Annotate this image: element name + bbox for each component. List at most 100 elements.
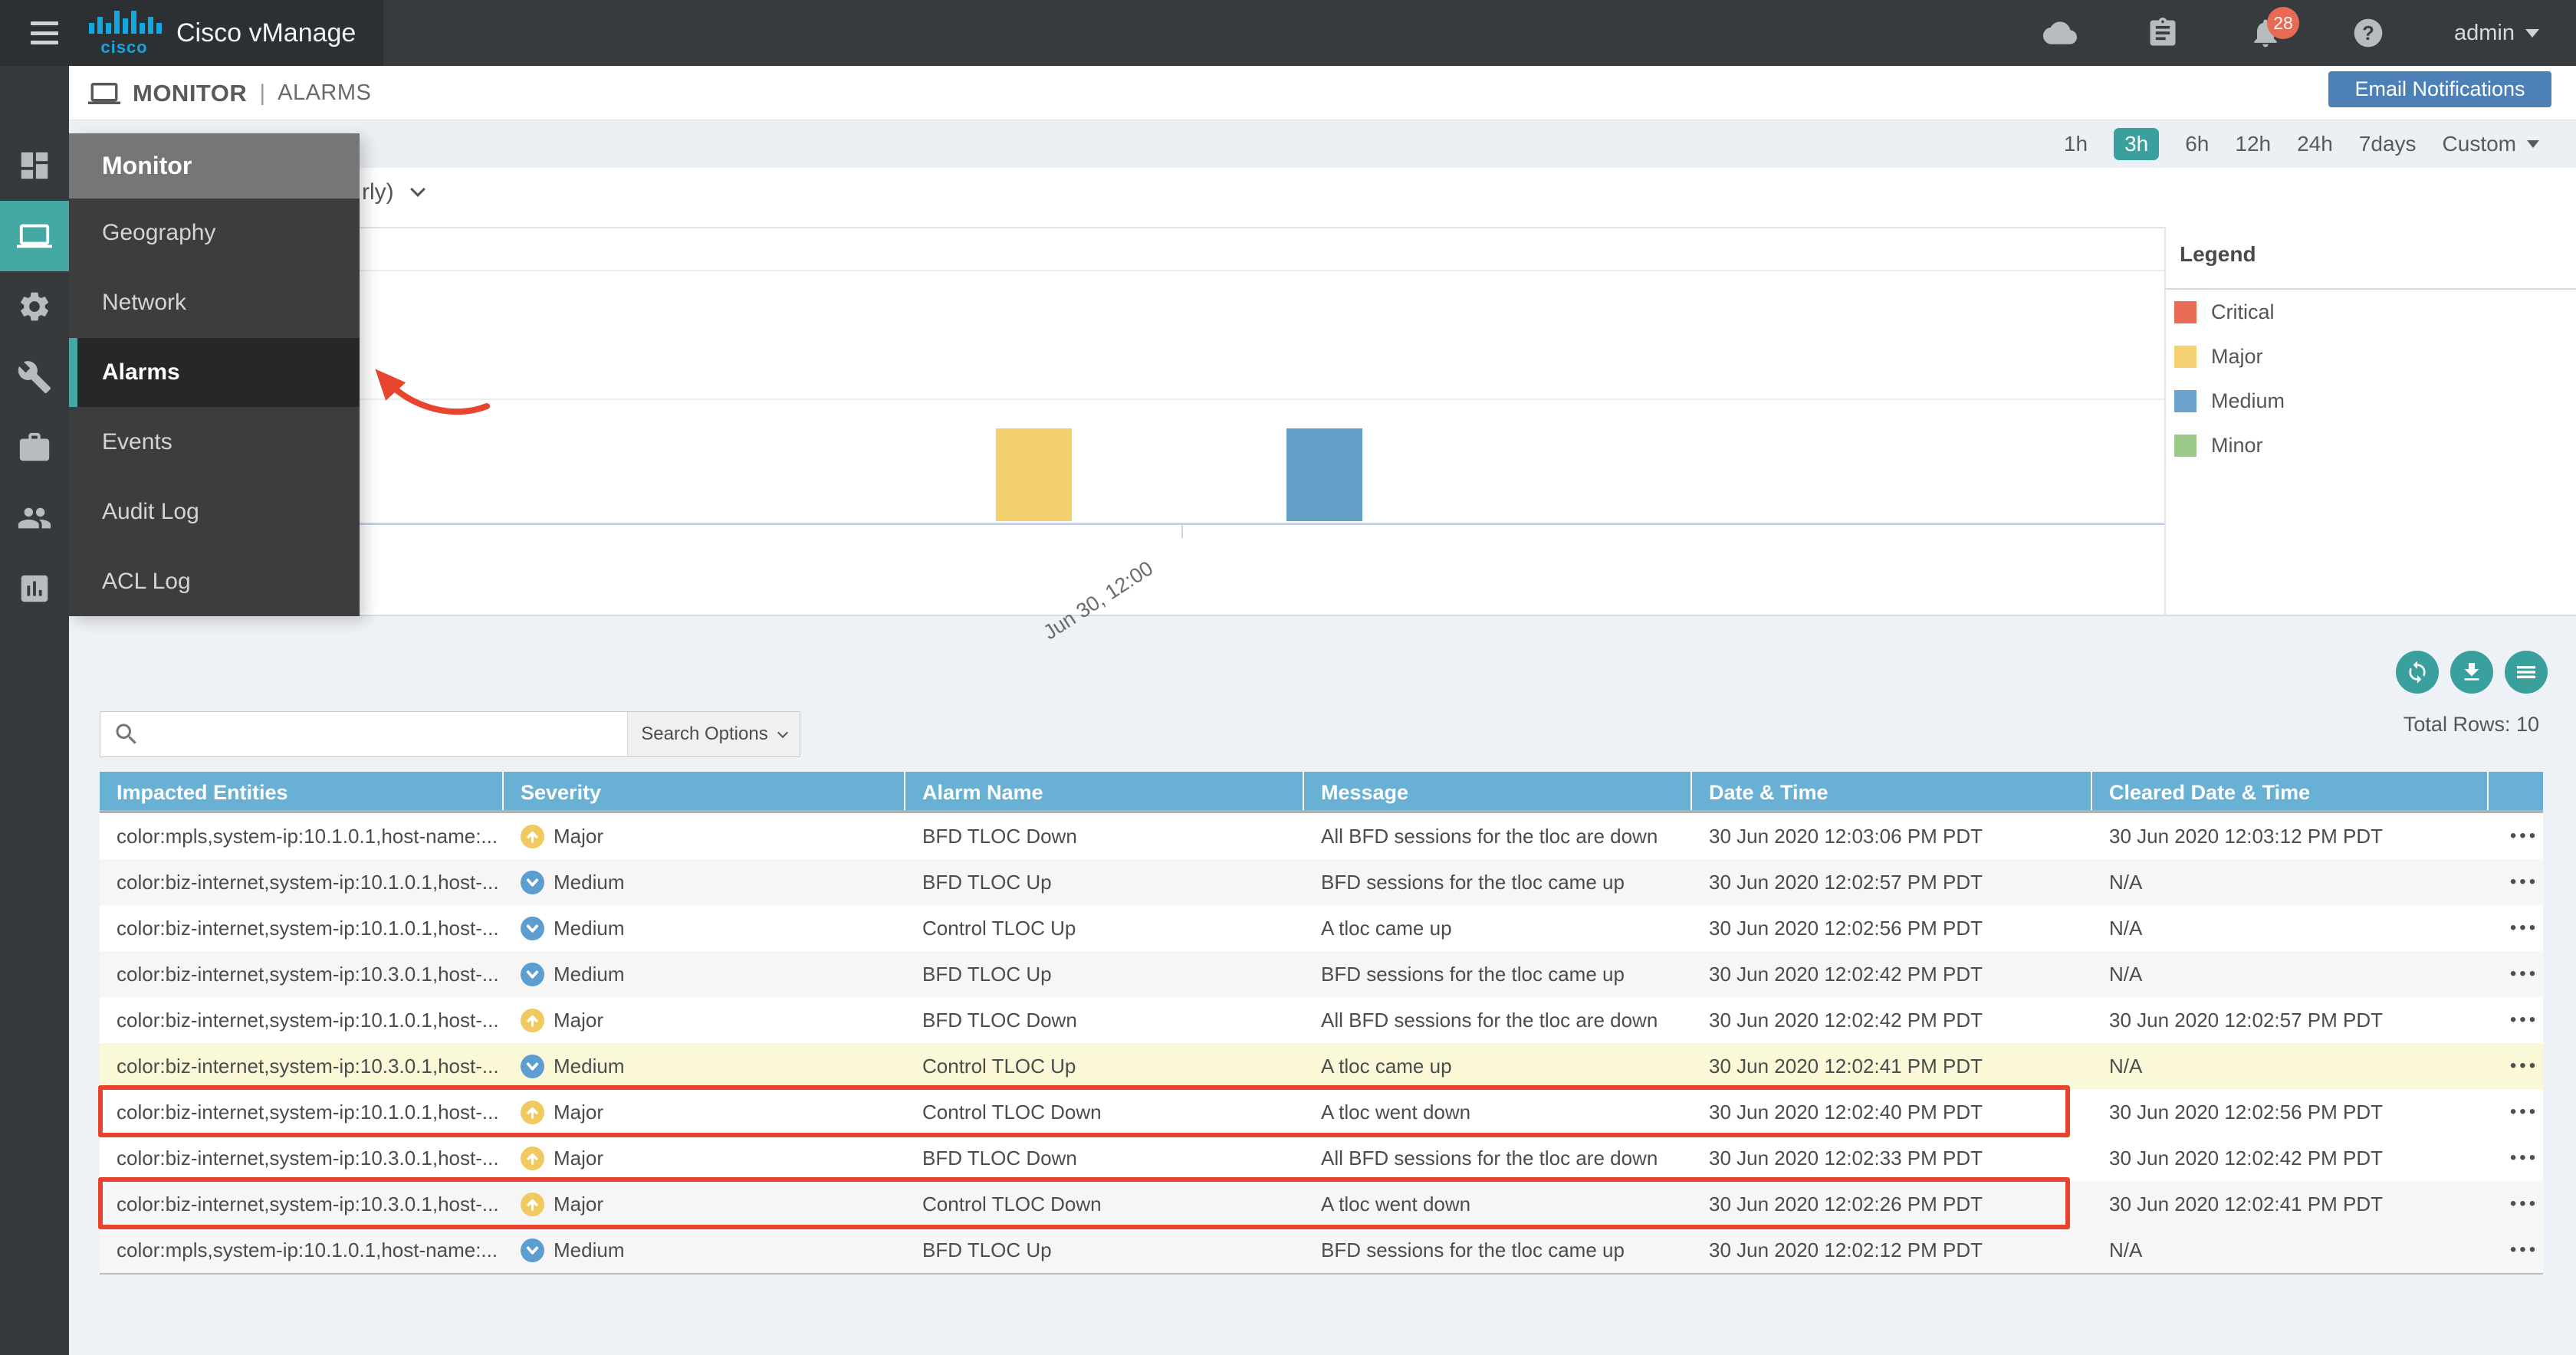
column-header-severity[interactable]: Severity [504,772,905,810]
search-input[interactable] [140,712,627,756]
flyout-item-alarms[interactable]: Alarms [69,337,360,408]
table-row[interactable]: color:biz-internet,system-ip:10.1.0.1,ho… [100,905,2543,951]
search-options-dropdown[interactable]: Search Options [627,712,800,756]
row-actions-menu[interactable]: ••• [2509,1055,2539,1076]
bar-major[interactable] [996,428,1072,521]
column-header-impacted-entities[interactable]: Impacted Entities [100,772,504,810]
sidebar-item-monitor[interactable] [0,201,69,271]
legend-item-medium[interactable]: Medium [2174,389,2285,412]
table-row[interactable]: color:mpls,system-ip:10.1.0.1,host-name:… [100,1227,2543,1273]
column-header-message[interactable]: Message [1304,772,1692,810]
column-header-actions [2489,772,2543,810]
flyout-item-geography[interactable]: Geography [69,198,360,268]
sidebar-item-administration[interactable] [0,483,69,553]
table-menu-button[interactable] [2505,651,2548,694]
help-icon[interactable]: ? [2351,16,2385,50]
breadcrumb-bar: MONITOR | ALARMS Email Notifications [69,66,2576,120]
cell-message: All BFD sessions for the tloc are down [1321,1147,1658,1170]
table-row[interactable]: color:biz-internet,system-ip:10.3.0.1,ho… [100,1043,2543,1089]
row-actions-menu[interactable]: ••• [2509,1193,2539,1214]
time-range-option-1h[interactable]: 1h [2063,132,2088,156]
legend-label: Minor [2211,434,2263,457]
sidebar-item-tools[interactable] [0,342,69,412]
sidebar-item-configuration[interactable] [0,271,69,342]
table-row[interactable]: color:biz-internet,system-ip:10.3.0.1,ho… [100,1135,2543,1181]
time-range-option-12h[interactable]: 12h [2235,132,2272,156]
sidebar-item-dashboard[interactable] [0,130,69,201]
table-row[interactable]: color:mpls,system-ip:10.1.0.1,host-name:… [100,813,2543,859]
cisco-wordmark: cisco [100,38,148,57]
bar-medium[interactable] [1286,428,1362,521]
row-actions-menu[interactable]: ••• [2509,825,2539,846]
side-nav [0,66,69,1355]
download-button[interactable] [2450,651,2493,694]
chart-legend: Legend Critical Major Medium Minor [2164,227,2576,616]
time-range-option-3h[interactable]: 3h [2114,128,2160,160]
time-range-option-24h[interactable]: 24h [2297,132,2333,156]
user-menu[interactable]: admin [2454,21,2539,46]
table-row[interactable]: color:biz-internet,system-ip:10.3.0.1,ho… [100,1181,2543,1227]
hamburger-menu-icon[interactable] [31,21,58,44]
severity-icon [521,1146,544,1170]
chevron-down-icon [526,1062,539,1071]
cell-date-time: 30 Jun 2020 12:03:06 PM PDT [1709,825,1983,848]
brand-area: cisco Cisco vManage [0,0,383,66]
cell-impacted-entities: color:biz-internet,system-ip:10.3.0.1,ho… [117,1193,499,1216]
monitor-breadcrumb-icon [88,82,120,104]
time-range-custom[interactable]: Custom [2443,132,2539,156]
cell-message: BFD sessions for the tloc came up [1321,1239,1625,1261]
table-row[interactable]: color:biz-internet,system-ip:10.1.0.1,ho… [100,1089,2543,1135]
dashboard-icon [21,152,48,179]
menu-icon [2517,666,2535,678]
tasks-clipboard-icon[interactable] [2146,16,2180,50]
arrow-up-icon [527,1199,538,1211]
row-actions-menu[interactable]: ••• [2509,1101,2539,1122]
flyout-item-acl-log[interactable]: ACL Log [69,546,360,616]
user-name: admin [2454,20,2515,45]
chart-title-dropdown[interactable]: rly) [362,179,426,206]
column-header-cleared-date-time[interactable]: Cleared Date & Time [2092,772,2489,810]
time-range-option-6h[interactable]: 6h [2185,132,2210,156]
row-actions-menu[interactable]: ••• [2509,917,2539,938]
notifications-bell-icon[interactable]: 28 [2249,7,2299,50]
cisco-logo: cisco [86,9,163,57]
breadcrumb-separator: | [259,80,266,106]
row-actions-menu[interactable]: ••• [2509,1009,2539,1030]
notification-count-badge[interactable]: 28 [2267,7,2299,39]
flyout-item-label: Network [102,290,187,316]
time-range-option-7days[interactable]: 7days [2358,132,2417,156]
table-body: color:mpls,system-ip:10.1.0.1,host-name:… [98,813,2543,1275]
email-notifications-button[interactable]: Email Notifications [2328,71,2551,107]
x-axis-tick-label: Jun 30, 12:00 [1039,556,1158,645]
cell-severity: Medium [504,905,905,951]
row-actions-menu[interactable]: ••• [2509,1239,2539,1260]
table-row[interactable]: color:biz-internet,system-ip:10.1.0.1,ho… [100,859,2543,905]
legend-item-minor[interactable]: Minor [2174,434,2285,457]
flyout-item-events[interactable]: Events [69,407,360,477]
cell-alarm-name: BFD TLOC Down [922,825,1077,848]
cell-cleared-date-time: 30 Jun 2020 12:02:57 PM PDT [2109,1009,2384,1032]
table-header-row: Impacted Entities Severity Alarm Name Messa… [100,772,2543,813]
column-header-alarm-name[interactable]: Alarm Name [905,772,1304,810]
severity-label: Major [554,1192,604,1216]
alarms-table: Impacted Entities Severity Alarm Name Messa… [98,772,2543,1275]
cloud-icon[interactable] [2043,16,2077,50]
sidebar-item-analytics[interactable] [0,553,69,624]
refresh-button[interactable] [2396,651,2439,694]
cell-date-time: 30 Jun 2020 12:02:40 PM PDT [1709,1101,1983,1124]
flyout-item-audit-log[interactable]: Audit Log [69,477,360,546]
table-row[interactable]: color:biz-internet,system-ip:10.1.0.1,ho… [100,997,2543,1043]
row-actions-menu[interactable]: ••• [2509,963,2539,984]
row-actions-menu[interactable]: ••• [2509,871,2539,892]
legend-item-critical[interactable]: Critical [2174,300,2285,323]
table-row[interactable]: color:biz-internet,system-ip:10.3.0.1,ho… [100,951,2543,997]
column-header-date-time[interactable]: Date & Time [1692,772,2092,810]
legend-swatch [2174,301,2196,323]
flyout-item-network[interactable]: Network [69,268,360,338]
cell-alarm-name: BFD TLOC Down [922,1009,1077,1032]
row-actions-menu[interactable]: ••• [2509,1147,2539,1168]
legend-item-major[interactable]: Major [2174,345,2285,368]
sidebar-item-maintenance[interactable] [0,412,69,483]
legend-label: Major [2211,345,2263,368]
